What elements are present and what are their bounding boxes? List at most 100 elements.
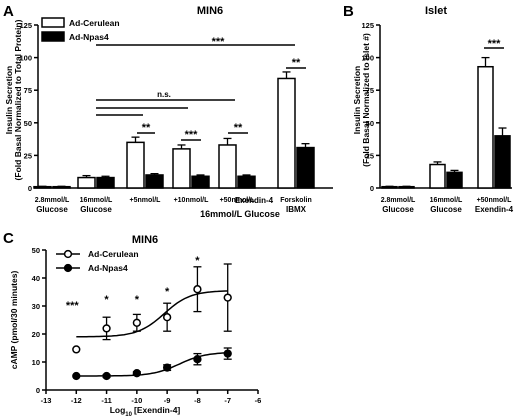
panel-a-bar [52, 185, 71, 189]
panel-c-x-tick-label: -6 [255, 396, 262, 405]
panel-c-x-tick-label: -8 [194, 396, 201, 405]
panel-c-x-tick-label: -7 [224, 396, 231, 405]
panel-a-bar [126, 141, 145, 189]
panel-c-legend-marker [63, 263, 73, 273]
panel-c-x-tick-label: -13 [41, 396, 52, 405]
panel-a-legend-swatch [41, 17, 65, 28]
panel-b-bar [381, 185, 398, 189]
panel-c-fit-line [76, 290, 228, 338]
panel-c-legend-marker [63, 249, 73, 259]
panel-b-y-tick-label: 125 [361, 21, 374, 30]
panel-c-x-tick-label: -9 [164, 396, 171, 405]
panel-c-x-tick-label: -10 [131, 396, 142, 405]
panel-b-bar [398, 185, 415, 189]
panel-b-y-tick-label: 50 [366, 119, 374, 128]
panel-a-bar [96, 176, 115, 189]
panel-c-sig-label: * [135, 294, 140, 306]
panel-a-sig-label: *** [212, 36, 226, 48]
panel-a-category-label: 16mmol/L [80, 197, 113, 204]
panel-c-y-tick-label: 30 [32, 302, 40, 311]
panel-c-point [223, 293, 232, 302]
panel-a-bar [191, 175, 210, 189]
panel-b-bar [429, 163, 446, 189]
panel-b-category-sublabel: Exendin-4 [475, 205, 514, 214]
panel-a-bar [77, 176, 96, 189]
panel-a-y-tick-label: 50 [24, 119, 32, 128]
panel-b-title: Islet [425, 5, 447, 17]
panel-c-point [132, 318, 142, 327]
panel-a-sig-label: *** [185, 129, 199, 141]
panel-a-y-tick-label: 75 [24, 86, 32, 95]
panel-a-category-sublabel: Glucose [80, 205, 112, 214]
panel-c-y-tick-label: 10 [32, 358, 40, 367]
panel-c-sig-label: *** [66, 300, 80, 312]
panel-a-group-label-2: 16mmol/L Glucose [200, 209, 280, 219]
panel-a-bar [237, 175, 256, 189]
panel-a-bar [33, 185, 52, 189]
panel-c-x-tick-label: -11 [101, 396, 111, 405]
panel-c-sig-label: * [195, 255, 200, 267]
panel-a-legend-label: Ad-Npas4 [69, 32, 109, 42]
panel-b-y-tick-label: 100 [361, 54, 374, 63]
panel-b-bar [494, 135, 511, 189]
panel-a-category-sublabel: IBMX [286, 205, 307, 214]
panel-a-ylabel: Insulin Secretion [4, 66, 14, 135]
panel-c-title: MIN6 [132, 234, 158, 246]
panel-c-y-tick-label: 50 [32, 246, 40, 255]
panel-b-ylabel: Insulin Secretion [352, 66, 362, 135]
panel-c-y-tick-label: 20 [32, 330, 40, 339]
panel-a-y-tick-label: 0 [28, 184, 32, 193]
panel-a-legend-swatch [41, 31, 65, 42]
panel-a-category-label: +5nmol/L [130, 197, 162, 204]
panel-b-y-tick-label: 25 [366, 151, 374, 160]
panel-c-legend-label: Ad-Cerulean [88, 249, 139, 259]
panel-a-sig-label: ** [142, 122, 151, 134]
panel-c-point [162, 363, 172, 372]
panel-a-sig-label: ** [234, 122, 243, 134]
panel-c-y-tick-label: 40 [32, 274, 40, 283]
panel-letter-c: C [3, 230, 14, 247]
panel-c-point [72, 345, 81, 354]
panel-c-sig-label: * [165, 286, 170, 298]
panel-c-ylabel: cAMP (pmol/30 minutes) [9, 271, 19, 370]
panel-b-sig-label: *** [488, 38, 502, 50]
panel-c-point [132, 369, 142, 378]
panel-a-group-label: Exendin-4 [235, 196, 274, 205]
panel-c-x-tick-label: -12 [71, 396, 82, 405]
panel-a-bar [277, 77, 296, 189]
panel-c-legend-label: Ad-Npas4 [88, 263, 128, 273]
panel-a-plot: 02550751001252.8mmol/LGlucose16mmol/LGlu… [19, 17, 333, 214]
panel-b-category-label: 2.8mmol/L [381, 197, 416, 204]
panel-a-sig-label: n.s. [157, 90, 171, 99]
panel-c-fit-line [76, 352, 228, 377]
panel-c-point [193, 285, 202, 294]
panel-a-y-tick-label: 100 [19, 54, 32, 63]
panel-c-y-tick-label: 0 [36, 386, 40, 395]
panel-letter-a: A [3, 3, 14, 20]
panel-c-point [193, 355, 202, 364]
panel-c-xlabel: Log10 [Exendin-4] [110, 405, 181, 418]
panel-c-point [72, 371, 81, 381]
panel-b-bar [446, 171, 463, 189]
panel-a-sig-label: ** [292, 57, 301, 69]
panel-b-category-label: +50nmol/L [477, 197, 513, 204]
panel-b-category-sublabel: Glucose [430, 205, 462, 214]
panel-a-bar [296, 146, 315, 189]
panel-a-y-tick-label: 125 [19, 21, 32, 30]
panel-c-point [102, 324, 111, 333]
panel-a-category-sublabel: Glucose [36, 205, 68, 214]
panel-c-point [223, 349, 232, 358]
panel-a-category-label: Forskolin [280, 197, 312, 204]
panel-b-y-tick-label: 0 [370, 184, 374, 193]
panel-a-title: MIN6 [197, 5, 223, 17]
panel-b-category-sublabel: Glucose [382, 205, 414, 214]
panel-letter-b: B [343, 3, 354, 20]
panel-b-y-tick-label: 75 [366, 86, 374, 95]
panel-c-point [102, 371, 111, 381]
panel-b-category-label: 16mmol/L [430, 197, 463, 204]
panel-a-bar [145, 174, 164, 189]
panel-a-bar [172, 148, 191, 189]
panel-a-bar [218, 144, 237, 189]
